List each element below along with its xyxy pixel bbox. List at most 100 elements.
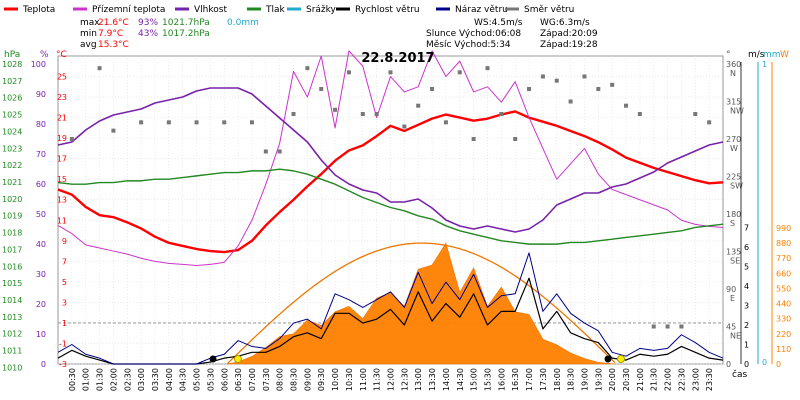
stat-min-hum: 43% [138, 29, 158, 39]
x-axis-label: čas [732, 369, 747, 380]
wind-direction-point [443, 120, 448, 125]
x-tick-label: 21:30 [650, 368, 659, 391]
legend-label: Rychlost větru [355, 5, 420, 15]
tick-label-pct: 50 [36, 210, 46, 219]
legend-label: Směr větru [524, 5, 574, 15]
x-tick-label: 08:00 [276, 368, 285, 391]
wind-direction-point [388, 70, 393, 75]
sunrise-marker [234, 355, 242, 363]
x-tick-label: 00:30 [68, 368, 77, 391]
tick-label-dir: E [730, 294, 735, 303]
x-tick-label: 05:30 [206, 368, 215, 391]
stat-avg-label: avg [80, 40, 97, 50]
tick-label-w: 880 [776, 239, 791, 248]
wind-direction-point [707, 120, 712, 125]
tick-label-w: 990 [776, 224, 791, 233]
tick-label-hpa: 1020 [2, 195, 22, 204]
tick-label-ms: 4 [744, 282, 749, 291]
axis-title-mm: mm [763, 50, 781, 60]
tick-label-ms: 5 [744, 263, 749, 272]
x-tick-label: 17:30 [539, 368, 548, 391]
axis-title-ms: m/s [748, 50, 765, 60]
tick-label-deg: 360 [726, 60, 741, 69]
wind-direction-point [540, 74, 545, 79]
wind-direction-point [139, 120, 144, 125]
tick-label-temp: 11 [57, 216, 67, 225]
tick-label-w: 220 [776, 330, 791, 339]
wind-direction-point [527, 87, 532, 91]
legend-label: Teplota [22, 5, 55, 15]
tick-label-hpa: 1025 [2, 111, 22, 120]
tick-label-temp: 17 [57, 155, 67, 164]
series-line-temperature [57, 110, 724, 254]
tick-label-w: 770 [776, 254, 791, 263]
stat-rain: 0.0mm [227, 18, 259, 28]
tick-label-ms: 7 [744, 224, 749, 233]
x-tick-label: 16:30 [511, 368, 520, 391]
tick-label-temp: 15 [57, 175, 67, 184]
wind-direction-point [610, 82, 615, 87]
tick-label-hpa: 1028 [2, 60, 22, 69]
tick-label-pct: 90 [36, 90, 46, 99]
tick-label-pct: 40 [36, 240, 46, 249]
info-wg: WG:6.3m/s [540, 18, 590, 28]
tick-label-pct: 20 [36, 300, 46, 309]
tick-label-deg: 225 [726, 173, 741, 182]
tick-label-hpa: 1012 [2, 330, 22, 339]
tick-label-w: 0 [776, 360, 781, 369]
tick-label-ms: 6 [744, 243, 749, 252]
tick-label-pct: 70 [36, 150, 46, 159]
tick-label-ms: 0 [744, 360, 749, 369]
x-tick-label: 22:30 [677, 368, 686, 391]
x-tick-label: 06:30 [234, 368, 243, 391]
wind-direction-point [402, 124, 407, 129]
tick-label-w: 440 [776, 300, 791, 309]
tick-label-hpa: 1015 [2, 279, 22, 288]
wind-direction-point [457, 70, 462, 75]
tick-label-temp: 23 [57, 93, 67, 102]
tick-label-temp: 9 [62, 237, 67, 246]
wind-direction-point [499, 112, 504, 116]
wind-direction-point [596, 87, 601, 91]
x-tick-label: 20:00 [608, 368, 617, 391]
series-line-pressure [57, 168, 724, 245]
x-tick-label: 22:00 [664, 368, 673, 391]
stat-min-temp: 7.9°C [98, 29, 123, 39]
stat-max-label: max [80, 18, 100, 28]
x-tick-label: 06:00 [220, 368, 229, 391]
x-tick-label: 16:00 [497, 368, 506, 391]
wind-direction-point [582, 74, 587, 79]
wind-direction-point [471, 137, 476, 141]
wind-direction-point [249, 120, 254, 125]
wind-direction-point [568, 99, 573, 104]
wind-direction-point [111, 128, 116, 133]
tick-label-hpa: 1022 [2, 161, 22, 170]
x-tick-label: 18:00 [553, 368, 562, 391]
tick-label-deg: 90 [726, 285, 736, 294]
legend-label: Přízemní teplota [92, 5, 165, 15]
wind-direction-point [430, 87, 435, 91]
wind-direction-points [69, 66, 712, 329]
x-tick-label: 12:30 [400, 368, 409, 391]
x-tick-label: 15:00 [470, 368, 479, 391]
x-tick-label: 15:30 [483, 368, 492, 391]
wind-direction-point [194, 120, 199, 125]
wind-direction-point [554, 78, 559, 83]
wind-direction-point [166, 120, 171, 125]
tick-label-temp: 19 [57, 134, 67, 143]
x-tick-label: 13:00 [414, 368, 423, 391]
x-tick-label: 03:00 [137, 368, 146, 391]
wind-direction-point [319, 87, 324, 91]
x-tick-label: 04:00 [165, 368, 174, 391]
info-moon: Měsíc Východ:5:34 [426, 40, 511, 50]
x-tick-label: 18:30 [567, 368, 576, 391]
x-tick-label: 03:30 [151, 368, 160, 391]
axis-title-deg: ° [726, 50, 731, 60]
x-tick-label: 07:00 [248, 368, 257, 391]
tick-label-deg: 0 [726, 360, 731, 369]
tick-label-hpa: 1016 [2, 262, 22, 271]
wind-direction-point [679, 324, 684, 329]
x-tick-label: 11:00 [359, 368, 368, 391]
stat-min-press: 1017.2hPa [162, 29, 210, 39]
